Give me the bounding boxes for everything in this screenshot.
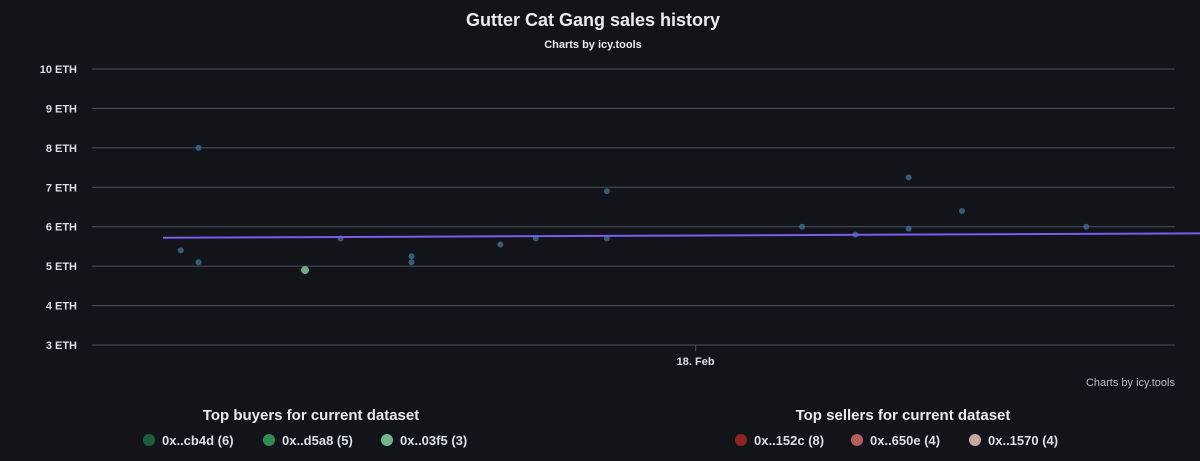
legend-label-buyer-3: 0x..03f5 (3) bbox=[400, 433, 467, 448]
sale-point-other[interactable] bbox=[603, 188, 610, 195]
legend-item-buyer-3[interactable]: 0x..03f5 (3) bbox=[381, 433, 467, 448]
sale-point-other[interactable] bbox=[905, 225, 912, 232]
legend-item-buyer-1[interactable]: 0x..cb4d (6) bbox=[143, 433, 234, 448]
chart-credit[interactable]: Charts by icy.tools bbox=[1086, 377, 1176, 389]
sellers-legend-title: Top sellers for current dataset bbox=[796, 407, 1011, 424]
legend-marker-seller-1 bbox=[735, 434, 747, 446]
x-tick-label: 18. Feb bbox=[677, 356, 715, 368]
x-axis-ticks: 18. Feb20. Feb22. Feb24. Feb26. Feb28. F… bbox=[92, 344, 1175, 368]
sale-point-other[interactable] bbox=[799, 223, 806, 230]
legend-item-buyer-2[interactable]: 0x..d5a8 (5) bbox=[263, 433, 353, 448]
legend-label-seller-1: 0x..152c (8) bbox=[754, 433, 824, 448]
legend-label-buyer-1: 0x..cb4d (6) bbox=[162, 433, 234, 448]
legend-item-seller-2[interactable]: 0x..650e (4) bbox=[851, 433, 940, 448]
sale-point-other[interactable] bbox=[195, 144, 202, 151]
legend-item-seller-1[interactable]: 0x..152c (8) bbox=[735, 433, 824, 448]
legend-marker-buyer-1 bbox=[143, 434, 155, 446]
y-tick-label: 5 ETH bbox=[46, 261, 77, 273]
y-axis-ticks: 3 ETH 4 ETH 5 ETH 6 ETH 7 ETH 8 ETH 9 ETH 10 ET… bbox=[40, 64, 77, 352]
y-tick-label: 9 ETH bbox=[46, 103, 77, 115]
sale-point-other[interactable] bbox=[195, 259, 202, 266]
chart-title: Gutter Cat Gang sales history bbox=[466, 10, 720, 30]
chart-subtitle: Charts by icy.tools bbox=[544, 39, 642, 51]
legend-label-seller-3: 0x..1570 (4) bbox=[988, 433, 1058, 448]
legend-marker-seller-2 bbox=[851, 434, 863, 446]
sale-point-other[interactable] bbox=[905, 174, 912, 181]
sale-point-other[interactable] bbox=[408, 259, 415, 266]
sale-point-buyer3[interactable] bbox=[301, 266, 310, 275]
y-tick-label: 4 ETH bbox=[46, 301, 77, 313]
legend-item-seller-3[interactable]: 0x..1570 (4) bbox=[969, 433, 1058, 448]
sale-point-other[interactable] bbox=[958, 207, 965, 214]
legend-label-buyer-2: 0x..d5a8 (5) bbox=[282, 433, 353, 448]
sale-point-other[interactable] bbox=[603, 235, 610, 242]
sale-point-other[interactable] bbox=[1083, 223, 1090, 230]
legend-marker-seller-3 bbox=[969, 434, 981, 446]
y-tick-label: 3 ETH bbox=[46, 340, 77, 352]
legend-marker-buyer-2 bbox=[263, 434, 275, 446]
sale-point-other[interactable] bbox=[177, 247, 184, 254]
y-tick-label: 6 ETH bbox=[46, 222, 77, 234]
sale-point-other[interactable] bbox=[408, 253, 415, 260]
y-tick-label: 10 ETH bbox=[40, 64, 77, 76]
y-tick-label: 7 ETH bbox=[46, 182, 77, 194]
sale-point-other[interactable] bbox=[497, 241, 504, 248]
y-tick-label: 8 ETH bbox=[46, 143, 77, 155]
legend-label-seller-2: 0x..650e (4) bbox=[870, 433, 940, 448]
scatter-points[interactable] bbox=[177, 90, 1200, 318]
legend-marker-buyer-3 bbox=[381, 434, 393, 446]
buyers-legend-title: Top buyers for current dataset bbox=[203, 407, 419, 424]
